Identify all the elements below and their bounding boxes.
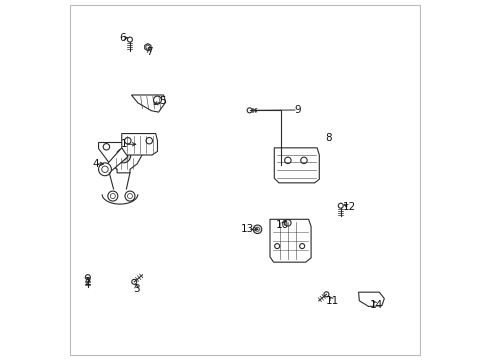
Polygon shape bbox=[359, 292, 384, 306]
Circle shape bbox=[103, 144, 110, 150]
Polygon shape bbox=[274, 148, 319, 183]
Text: 13: 13 bbox=[241, 224, 254, 234]
Text: 1: 1 bbox=[121, 139, 127, 149]
Text: 2: 2 bbox=[84, 277, 91, 287]
Circle shape bbox=[153, 96, 161, 104]
Text: 11: 11 bbox=[326, 296, 339, 306]
Circle shape bbox=[285, 157, 291, 163]
Circle shape bbox=[117, 149, 131, 163]
Circle shape bbox=[146, 138, 152, 144]
Polygon shape bbox=[122, 134, 157, 155]
Text: 12: 12 bbox=[343, 202, 356, 212]
Circle shape bbox=[275, 244, 280, 249]
Circle shape bbox=[127, 37, 132, 42]
Circle shape bbox=[256, 228, 259, 231]
Circle shape bbox=[108, 191, 118, 201]
Polygon shape bbox=[106, 148, 128, 172]
Circle shape bbox=[146, 45, 149, 49]
Circle shape bbox=[338, 203, 343, 208]
Circle shape bbox=[85, 275, 90, 280]
Circle shape bbox=[120, 152, 127, 159]
Circle shape bbox=[124, 138, 131, 144]
Circle shape bbox=[253, 225, 262, 234]
Circle shape bbox=[102, 166, 108, 172]
Circle shape bbox=[285, 220, 291, 226]
Circle shape bbox=[247, 108, 252, 113]
Text: 5: 5 bbox=[159, 96, 166, 107]
Circle shape bbox=[324, 292, 329, 297]
Circle shape bbox=[132, 279, 137, 284]
Text: 10: 10 bbox=[275, 220, 289, 230]
Polygon shape bbox=[131, 95, 166, 112]
Polygon shape bbox=[270, 219, 311, 262]
Text: 6: 6 bbox=[120, 33, 126, 43]
Circle shape bbox=[110, 194, 115, 199]
Polygon shape bbox=[98, 143, 145, 173]
Text: 9: 9 bbox=[294, 105, 301, 115]
Polygon shape bbox=[145, 44, 151, 51]
Text: 8: 8 bbox=[326, 133, 332, 143]
Text: 14: 14 bbox=[370, 300, 383, 310]
Circle shape bbox=[127, 194, 132, 199]
Text: 4: 4 bbox=[93, 159, 99, 169]
Circle shape bbox=[301, 157, 307, 163]
Circle shape bbox=[98, 163, 111, 176]
Text: 7: 7 bbox=[146, 48, 152, 58]
Circle shape bbox=[300, 244, 305, 249]
Text: 3: 3 bbox=[133, 284, 140, 294]
Circle shape bbox=[125, 191, 135, 201]
